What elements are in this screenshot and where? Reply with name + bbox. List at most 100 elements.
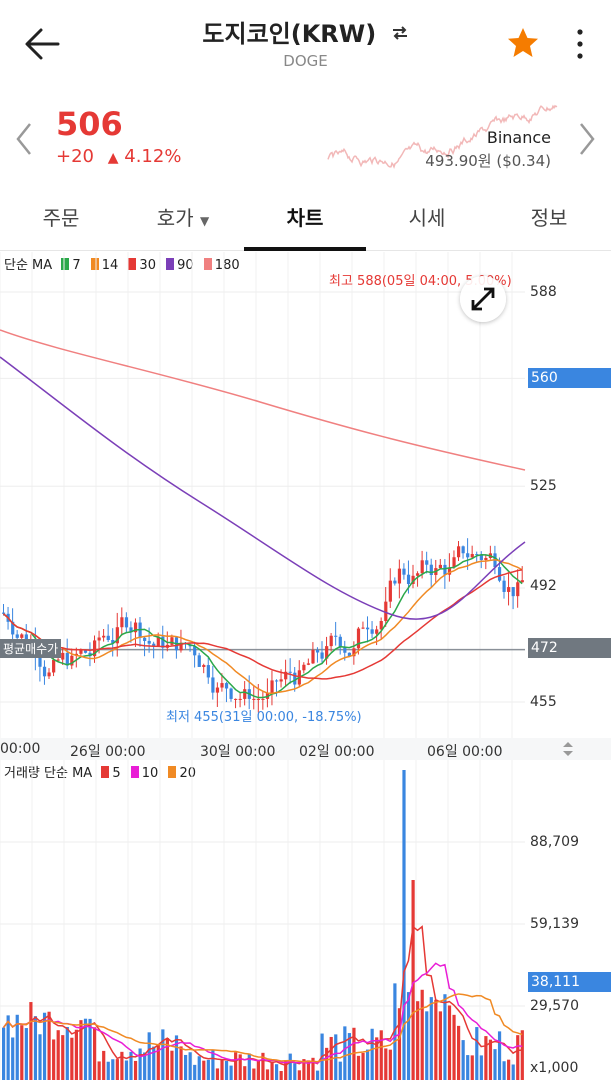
candle bbox=[143, 637, 147, 641]
current-price-tag: 560 bbox=[528, 368, 611, 388]
candle bbox=[202, 665, 206, 667]
candle bbox=[124, 617, 129, 628]
candle bbox=[156, 636, 160, 647]
ma-legend: 단순 MA 7 14 30 90 180 bbox=[4, 254, 240, 273]
candle bbox=[47, 672, 51, 677]
candle bbox=[261, 698, 265, 700]
candle bbox=[379, 621, 383, 630]
volume-bar bbox=[243, 1066, 247, 1080]
volume-bar bbox=[147, 1032, 151, 1080]
x-tick-0: 00:00 bbox=[0, 741, 41, 757]
candle bbox=[411, 575, 415, 584]
volume-bar bbox=[97, 1061, 101, 1080]
tab-chart[interactable]: 차트 bbox=[244, 190, 366, 251]
swap-icon[interactable] bbox=[391, 25, 409, 41]
candle bbox=[470, 554, 474, 558]
volume-bar bbox=[197, 1056, 201, 1080]
volume-bar bbox=[20, 1025, 24, 1080]
ma-line bbox=[0, 329, 526, 471]
page-title: 도지코인(KRW) bbox=[0, 14, 611, 49]
candle bbox=[61, 652, 65, 660]
volume-bar bbox=[288, 1053, 292, 1080]
favorite-star-icon[interactable] bbox=[506, 26, 540, 60]
volume-bar bbox=[11, 1037, 15, 1080]
candle bbox=[397, 568, 402, 584]
ma-line bbox=[0, 356, 526, 620]
volume-bar bbox=[493, 1049, 497, 1080]
volume-bar bbox=[388, 1049, 392, 1080]
candle bbox=[443, 564, 447, 575]
tab-order[interactable]: 주문 bbox=[42, 206, 80, 230]
candle bbox=[315, 650, 320, 653]
volume-bar bbox=[325, 1047, 329, 1080]
volume-chart[interactable] bbox=[0, 760, 611, 1080]
candle bbox=[479, 554, 483, 561]
candle bbox=[302, 664, 306, 671]
candle bbox=[520, 580, 524, 583]
volume-bar bbox=[379, 1030, 383, 1080]
candle bbox=[502, 580, 506, 592]
back-arrow-icon[interactable] bbox=[24, 26, 62, 62]
candle bbox=[11, 621, 15, 635]
candle bbox=[452, 557, 456, 568]
more-options-icon[interactable] bbox=[570, 28, 590, 62]
volume-bar bbox=[497, 1031, 502, 1080]
candle bbox=[2, 612, 6, 614]
candle bbox=[42, 666, 47, 677]
volume-bar bbox=[165, 1038, 169, 1080]
candle bbox=[161, 636, 165, 648]
candle bbox=[88, 652, 92, 657]
volume-bar bbox=[234, 1052, 238, 1080]
next-coin-chevron-icon[interactable] bbox=[577, 122, 597, 156]
candle bbox=[193, 646, 197, 656]
volume-bar bbox=[470, 1055, 474, 1080]
candle bbox=[511, 587, 515, 597]
candle bbox=[256, 698, 260, 700]
volume-bar bbox=[434, 999, 438, 1080]
volume-bar bbox=[443, 994, 447, 1080]
resize-handle-icon[interactable] bbox=[561, 741, 575, 757]
volume-bar bbox=[88, 1018, 92, 1080]
candle bbox=[402, 568, 406, 575]
prev-coin-chevron-icon[interactable] bbox=[14, 122, 34, 156]
volume-bar bbox=[293, 1063, 297, 1080]
volume-bar bbox=[106, 1061, 110, 1080]
volume-bar bbox=[211, 1050, 215, 1080]
candle bbox=[393, 580, 397, 584]
candle bbox=[56, 659, 60, 661]
volume-bar bbox=[174, 1035, 179, 1080]
candle bbox=[320, 652, 324, 659]
x-axis-bar bbox=[0, 738, 611, 760]
volume-bar bbox=[265, 1069, 270, 1080]
candle bbox=[52, 659, 56, 673]
volume-bar bbox=[461, 1040, 465, 1080]
candle bbox=[234, 698, 238, 700]
tab-info[interactable]: 정보 bbox=[530, 206, 568, 230]
low-price-label: 최저 455(31일 00:00, -18.75%) bbox=[166, 710, 362, 725]
candle bbox=[311, 650, 315, 664]
tab-orderbook[interactable]: 호가 ▼ bbox=[122, 190, 244, 250]
candle bbox=[370, 629, 374, 634]
volume-bar bbox=[297, 1070, 301, 1080]
volume-bar bbox=[447, 1005, 452, 1080]
volume-bar bbox=[252, 1068, 256, 1080]
candle bbox=[288, 671, 292, 673]
candle bbox=[129, 627, 133, 633]
candle bbox=[147, 640, 151, 644]
volume-ma-legend: 거래량 단순 MA 5 10 20 bbox=[4, 762, 196, 781]
volume-bar bbox=[170, 1050, 174, 1080]
price-chart[interactable] bbox=[0, 252, 611, 740]
candle bbox=[115, 627, 119, 644]
volume-bar bbox=[284, 1060, 288, 1080]
candle bbox=[461, 546, 465, 554]
candle bbox=[79, 650, 83, 654]
volume-bar bbox=[502, 1061, 506, 1080]
tab-market-price[interactable]: 시세 bbox=[408, 206, 446, 230]
candle bbox=[420, 560, 424, 574]
volume-bar bbox=[61, 1035, 65, 1080]
ma-line bbox=[3, 569, 523, 680]
volume-bar bbox=[24, 1028, 28, 1080]
candle bbox=[215, 687, 220, 693]
volume-bar bbox=[406, 992, 411, 1080]
fullscreen-button[interactable] bbox=[460, 276, 506, 322]
